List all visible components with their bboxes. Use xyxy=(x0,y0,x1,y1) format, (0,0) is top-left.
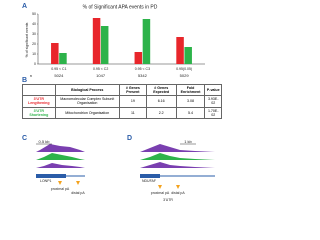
pa-marker xyxy=(58,181,62,185)
count-label: 5024 xyxy=(54,73,64,78)
y-tick-label: 20 xyxy=(32,42,36,46)
figure: A B C D % of Significant APA events in P… xyxy=(22,3,215,202)
y-tick-label: 50 xyxy=(32,12,36,16)
scale-label: 1 kb xyxy=(184,139,192,144)
pa-label: distal pA xyxy=(71,191,85,195)
cell: 19 xyxy=(118,95,147,108)
cell: 2.2 xyxy=(145,106,177,119)
x-tick-label: 0.95 < C3 xyxy=(135,67,150,71)
scale-label: 0.5 kb xyxy=(39,139,51,144)
y-tick-label: 40 xyxy=(32,22,36,26)
count-label: 1047 xyxy=(96,73,106,78)
track-panel-d xyxy=(140,143,215,189)
bar xyxy=(134,52,143,64)
count-label: 5342 xyxy=(138,73,148,78)
header-cell: # Genes Present xyxy=(118,83,147,97)
header-cell: # Genes Expected xyxy=(145,83,177,97)
y-tick-label: 30 xyxy=(32,32,36,36)
track-panel-c xyxy=(36,143,85,178)
header-cell: Fold Enrichment xyxy=(175,83,206,97)
panel-letter: C xyxy=(22,135,27,142)
bar xyxy=(184,47,192,64)
pa-label: proximal pA xyxy=(51,187,70,191)
panel-letter: A xyxy=(22,3,27,10)
x-tick-label: 0.95 < C2 xyxy=(93,67,108,71)
bar xyxy=(100,26,109,64)
bar xyxy=(142,19,151,64)
panel-letter: D xyxy=(127,135,132,142)
pa-label: distal pA xyxy=(171,191,185,195)
chart-title: % of Significant APA events in PD xyxy=(83,4,158,10)
header-cell: Biological Process xyxy=(54,83,120,97)
cell: Mitochondrion Organisation xyxy=(54,106,120,119)
cell: 3'UTR Lengthening xyxy=(22,95,56,108)
header-cell: P-value xyxy=(204,83,222,97)
cell: Macromolecular Complex Subunit Organisat… xyxy=(54,95,120,108)
x-tick-label: 0.95(0.05) xyxy=(176,67,192,71)
table-row: 3'UTR Lengthening Macromolecular Complex… xyxy=(22,95,222,108)
cell: 11 xyxy=(118,106,147,119)
table-row: 3'UTR Shortening Mitochondrion Organisat… xyxy=(22,106,222,119)
cell: 1.70E-02 xyxy=(204,106,222,119)
gene-label: NDUFAF xyxy=(142,179,156,183)
enrichment-table: Biological Process # Genes Present # Gen… xyxy=(22,83,222,119)
bar xyxy=(51,43,59,64)
x-tick-label: 0.95 < C1 xyxy=(51,67,66,71)
y-axis-label: % of significant events xyxy=(25,22,29,57)
cell: 3'UTR Shortening xyxy=(22,106,56,119)
note-label: 3'UTR xyxy=(163,198,173,202)
pa-marker xyxy=(76,181,80,185)
counts-label: n xyxy=(30,73,32,78)
cell: 3.93E-02 xyxy=(204,95,222,108)
table-header: Biological Process # Genes Present # Gen… xyxy=(22,83,222,97)
cell: 3.08 xyxy=(175,95,206,108)
gene-label: LONP1 xyxy=(40,179,52,183)
bar xyxy=(92,18,101,64)
cell: 5.4 xyxy=(175,106,206,119)
y-tick-label: 10 xyxy=(32,52,36,56)
bar xyxy=(59,53,67,64)
count-label: 5029 xyxy=(180,73,190,78)
header-cell xyxy=(22,83,56,97)
panel-letter: B xyxy=(22,77,27,84)
y-tick-label: 0 xyxy=(34,62,36,66)
pa-label: proximal pA xyxy=(151,191,170,195)
cell: 6.16 xyxy=(145,95,177,108)
page: A B C D % of Significant APA events in P… xyxy=(22,2,222,202)
bar xyxy=(176,37,184,64)
